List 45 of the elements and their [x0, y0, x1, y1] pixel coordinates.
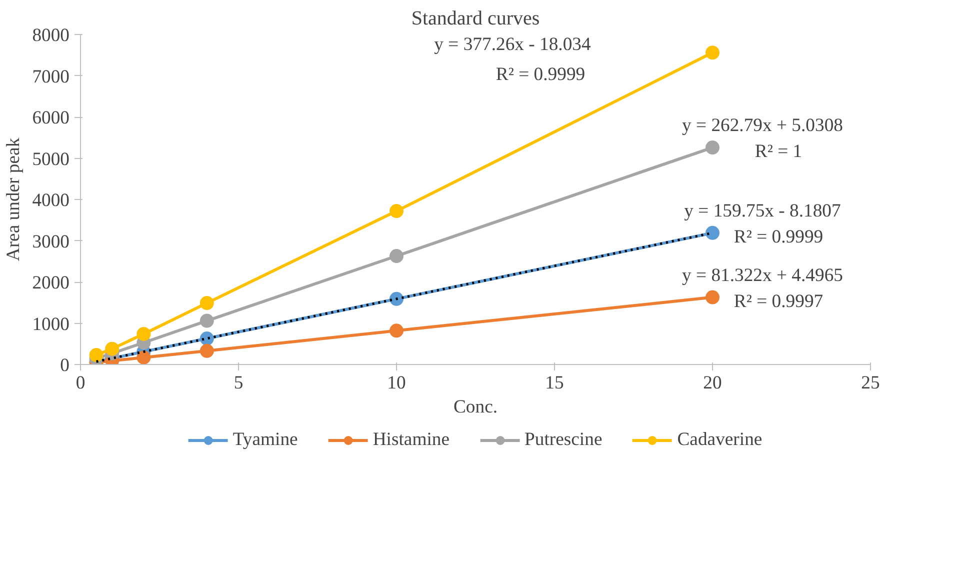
point: [136, 326, 151, 341]
annotation: R² = 1: [754, 141, 802, 162]
y-tick-label: 8000: [32, 25, 70, 46]
x-tick-label: 15: [545, 372, 564, 394]
annotation: y = 377.26x - 18.034: [434, 34, 592, 56]
point: [200, 296, 214, 310]
legend-label: Cadaverine: [677, 429, 762, 451]
y-tick-label: 5000: [32, 148, 70, 170]
point: [89, 348, 104, 362]
point: [136, 350, 151, 364]
x-tick-label: 10: [387, 372, 406, 394]
x-tick-label: 5: [234, 372, 244, 394]
annotation: y = 262.79x + 5.0308: [682, 115, 843, 136]
point: [390, 324, 404, 338]
y-tick-label: 6000: [32, 108, 70, 128]
legend-label: Putrescine: [524, 429, 602, 451]
point: [200, 314, 214, 328]
legend-label: Tyamine: [232, 429, 298, 451]
legend-label: Histamine: [372, 429, 450, 451]
annotation: y = 81.322x + 4.4965: [682, 264, 843, 286]
annotation: R² = 0.9997: [734, 290, 824, 312]
point: [706, 290, 720, 304]
y-tick-label: 0: [60, 355, 70, 376]
point: [390, 292, 404, 306]
y-tick-label: 4000: [32, 190, 70, 211]
y-axis-title: Area under peak: [3, 137, 24, 262]
y-tick-label: 7000: [32, 66, 70, 88]
point: [706, 226, 720, 240]
point: [706, 140, 720, 155]
x-tick-label: 0: [76, 372, 86, 394]
y-tick-label: 3000: [32, 231, 70, 252]
annotation: y = 159.75x - 8.1807: [684, 200, 841, 222]
point: [390, 204, 404, 218]
annotation: R² = 0.9999: [734, 226, 824, 248]
x-tick-label: 20: [703, 372, 722, 394]
chart-title: Standard curves: [411, 8, 540, 30]
annotation: R² = 0.9999: [496, 64, 586, 86]
y-tick-label: 2000: [32, 272, 70, 294]
x-axis-title: Conc.: [453, 396, 498, 418]
point: [200, 344, 214, 358]
x-tick-label: 25: [861, 372, 880, 394]
point: [706, 46, 720, 60]
point: [390, 249, 404, 263]
y-tick-label: 1000: [32, 314, 70, 335]
point: [105, 342, 120, 356]
